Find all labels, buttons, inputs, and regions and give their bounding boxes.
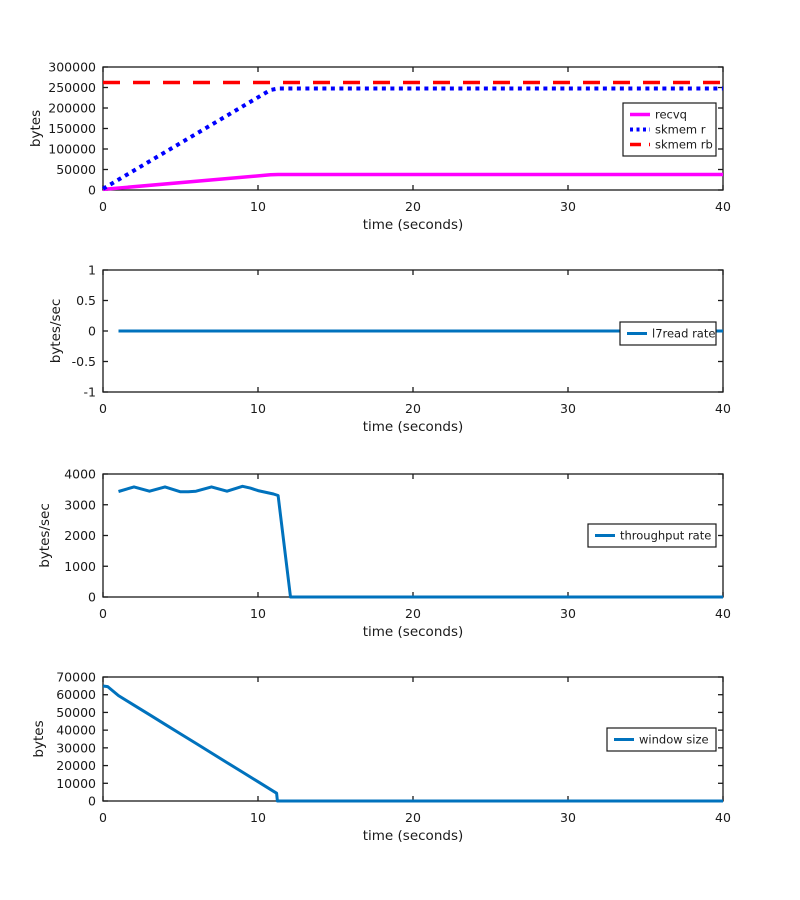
y-tick-label: 300000 — [48, 60, 96, 75]
legend: throughput rate — [587, 523, 717, 548]
x-axis-label: time (seconds) — [363, 217, 464, 233]
x-tick-label: 30 — [560, 401, 576, 416]
x-axis-label: time (seconds) — [363, 828, 464, 844]
x-tick-label: 30 — [560, 810, 576, 825]
y-tick-label: 70000 — [56, 670, 96, 685]
y-tick-label: 40000 — [56, 723, 96, 738]
y-tick-label: 250000 — [48, 80, 96, 95]
legend-label-throughput-rate: throughput rate — [620, 529, 711, 543]
series-line-throughput-rate — [118, 484, 723, 599]
legend-label-recvq: recvq — [655, 108, 687, 122]
legend-label-l7read-rate: l7read rate — [652, 327, 715, 341]
y-tick-label: 4000 — [64, 467, 96, 482]
x-tick-label: 10 — [250, 810, 266, 825]
legend: l7read rate — [619, 321, 717, 346]
chart-panel-4: 0 10 20 30 40 0 10000 20000 30000 40000 50000 60000… — [31, 670, 731, 845]
legend-box — [606, 727, 717, 752]
y-tick-label: 0 — [88, 590, 96, 605]
x-tick-label: 10 — [250, 199, 266, 214]
series-line-recvq — [102, 172, 723, 192]
x-tick-label: 20 — [405, 199, 421, 214]
y-tick-label: 10000 — [56, 776, 96, 791]
x-axis-label: time (seconds) — [363, 624, 464, 640]
x-tick-label: 30 — [560, 199, 576, 214]
y-tick-label: 20000 — [56, 758, 96, 773]
series-line-window-size — [102, 684, 723, 803]
x-tick-label: 20 — [405, 401, 421, 416]
chart-panel-3: 0 10 20 30 40 0 1000 2000 3000 4000 time (seconds)… — [37, 467, 731, 641]
y-axis-label: bytes/sec — [48, 299, 64, 364]
x-tick-label: 0 — [99, 199, 107, 214]
chart-panel-1: 0 10 20 30 40 0 50000 100000 150000 200000 250000 3… — [28, 60, 731, 234]
legend: window size — [606, 727, 717, 752]
x-tick-label: 20 — [405, 606, 421, 621]
legend-box — [619, 321, 717, 346]
y-tick-label: 1000 — [64, 559, 96, 574]
y-tick-label: 200000 — [48, 101, 96, 116]
y-tick-label: 0 — [88, 183, 96, 198]
y-tick-label: -0.5 — [72, 354, 96, 369]
y-tick-label: 2000 — [64, 528, 96, 543]
y-tick-label: 1 — [88, 263, 96, 278]
y-tick-label: 0 — [88, 794, 96, 809]
y-axis-label: bytes — [31, 720, 47, 757]
y-tick-label: 50000 — [56, 162, 96, 177]
y-tick-label: 150000 — [48, 121, 96, 136]
x-tick-label: 40 — [715, 810, 731, 825]
y-axis-label: bytes/sec — [37, 503, 53, 568]
y-tick-label: 50000 — [56, 705, 96, 720]
y-tick-label: 3000 — [64, 497, 96, 512]
y-tick-label: 0.5 — [76, 293, 96, 308]
legend-label-window-size: window size — [639, 733, 709, 747]
x-tick-label: 0 — [99, 810, 107, 825]
x-tick-label: 10 — [250, 401, 266, 416]
legend-box — [587, 523, 717, 548]
series-line-skmem-r — [101, 86, 723, 191]
y-tick-label: 0 — [88, 324, 96, 339]
x-tick-label: 0 — [99, 606, 107, 621]
x-tick-label: 40 — [715, 401, 731, 416]
y-axis-label: bytes — [28, 110, 44, 147]
x-tick-label: 0 — [99, 401, 107, 416]
x-axis-label: time (seconds) — [363, 419, 464, 435]
legend-label-skmem-rb: skmem rb — [655, 138, 713, 152]
x-tick-label: 40 — [715, 199, 731, 214]
x-tick-label: 20 — [405, 810, 421, 825]
chart-panel-2: 0 10 20 30 40 -1 -0.5 0 0.5 1 time (seconds) bytes/… — [48, 263, 731, 436]
x-tick-label: 40 — [715, 606, 731, 621]
y-tick-label: 30000 — [56, 740, 96, 755]
x-tick-label: 30 — [560, 606, 576, 621]
legend-label-skmem-r: skmem r — [655, 123, 706, 137]
x-tick-label: 10 — [250, 606, 266, 621]
y-tick-label: -1 — [84, 385, 96, 400]
y-tick-label: 100000 — [48, 142, 96, 157]
y-tick-label: 60000 — [56, 687, 96, 702]
